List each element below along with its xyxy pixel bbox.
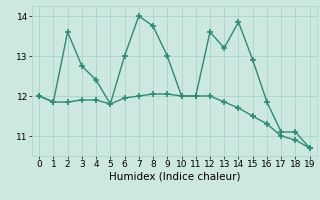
X-axis label: Humidex (Indice chaleur): Humidex (Indice chaleur) — [109, 172, 240, 182]
